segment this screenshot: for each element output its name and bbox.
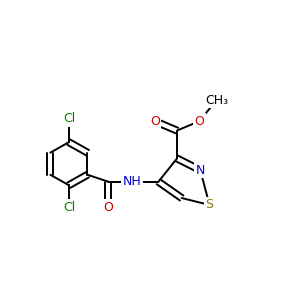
Text: O: O	[103, 201, 113, 214]
Text: Cl: Cl	[63, 112, 75, 125]
Text: Cl: Cl	[63, 201, 75, 214]
Text: S: S	[206, 199, 214, 212]
Text: O: O	[194, 115, 204, 128]
Text: NH: NH	[122, 175, 141, 188]
Text: O: O	[150, 115, 160, 128]
Text: N: N	[196, 164, 205, 177]
Text: CH₃: CH₃	[205, 94, 228, 107]
